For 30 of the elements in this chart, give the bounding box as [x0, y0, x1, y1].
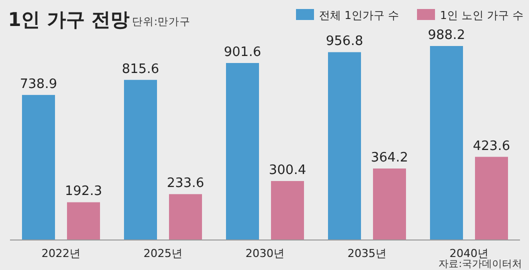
data-label: 815.6 [122, 62, 160, 77]
bar [271, 181, 304, 240]
data-label: 738.9 [20, 76, 58, 92]
bar [328, 52, 361, 240]
bar [22, 94, 55, 240]
legend-label: 1인 노인 가구 수 [440, 9, 524, 22]
data-label: 901.6 [224, 45, 262, 60]
bar [475, 156, 508, 240]
text: 자료:국가데이터처 [438, 259, 522, 270]
data-label: 233.6 [166, 176, 204, 192]
x-tick-label: 2040년 [450, 247, 488, 260]
x-tick-label: 2022년 [42, 247, 80, 260]
data-label: 423.6 [472, 138, 510, 154]
data-label: 988.2 [428, 28, 466, 43]
bar [430, 46, 463, 240]
x-tick-label: 2025년 [144, 247, 182, 260]
bar [169, 194, 202, 240]
bar [226, 63, 259, 240]
chart-title: 1인 가구 전망 [8, 9, 130, 31]
data-label: 364.2 [370, 150, 408, 166]
bar [124, 80, 157, 240]
bar [67, 202, 100, 240]
legend-label: 전체 1인가구 수 [319, 9, 399, 22]
x-tick-label: 2035년 [348, 247, 386, 260]
x-tick-label: 2030년 [246, 247, 284, 260]
bar [373, 168, 406, 240]
chart-subtitle: 단위:만가구 [132, 16, 191, 28]
data-label: 956.8 [326, 34, 364, 50]
data-label: 300.4 [268, 163, 306, 178]
data-label: 192.3 [64, 184, 102, 200]
